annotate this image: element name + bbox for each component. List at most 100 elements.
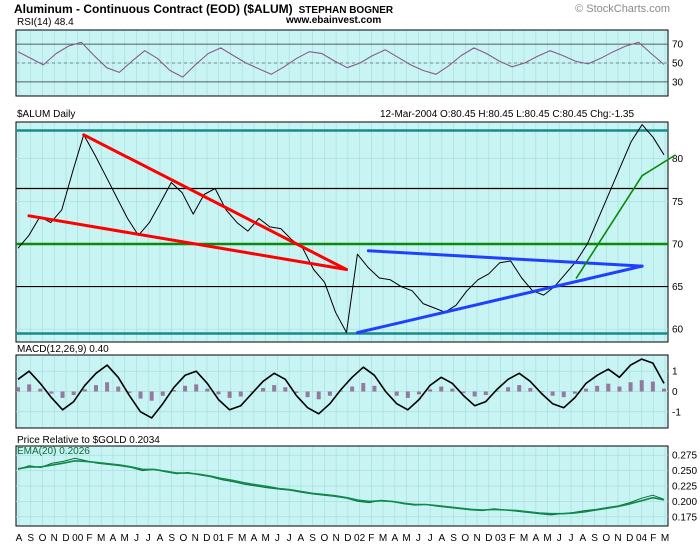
trendline-green: [575, 174, 643, 279]
macd-histogram-bar: [650, 381, 655, 392]
macd-histogram-bar: [149, 391, 154, 401]
x-axis-label: A: [392, 533, 399, 544]
price-panel-label: $ALUM Daily: [17, 109, 76, 120]
x-axis-label: F: [227, 533, 233, 544]
x-axis-label: D: [626, 533, 633, 544]
macd-histogram-bar: [472, 391, 477, 397]
macd-histogram-bar: [294, 391, 299, 393]
price-ytick: 80: [672, 154, 684, 165]
macd-histogram-bar: [49, 391, 54, 394]
macd-histogram-bar: [350, 386, 355, 392]
x-axis-label: A: [157, 533, 164, 544]
relative-ytick: 0.225: [672, 482, 697, 493]
macd-histogram-bar: [305, 391, 310, 398]
trendline-blue: [355, 264, 644, 335]
trendline-green: [641, 154, 676, 177]
macd-ytick: 0: [672, 387, 678, 398]
macd-histogram-bar: [439, 386, 444, 392]
x-axis-label: M: [543, 533, 551, 544]
macd-histogram-bar: [394, 391, 399, 396]
macd-histogram-bar: [405, 391, 410, 398]
x-axis-label: M: [261, 533, 269, 544]
x-axis-label: S: [591, 533, 598, 544]
x-axis-label: 00: [72, 533, 84, 544]
macd-histogram-bar: [183, 385, 188, 392]
x-axis-label: 03: [495, 533, 507, 544]
rsi-line: [17, 41, 665, 78]
relative-ytick: 0.250: [672, 466, 697, 477]
x-axis-label: 04: [636, 533, 648, 544]
macd-histogram-bar: [517, 385, 522, 392]
x-axis-label: A: [298, 533, 305, 544]
ohlc-readout: 12-Mar-2004 O:80.45 H:80.45 L:80.45 C:80…: [380, 109, 635, 120]
rsi-label: RSI(14) 48.4: [17, 17, 74, 28]
macd-histogram-bar: [38, 388, 43, 392]
x-axis-label: F: [650, 533, 656, 544]
rsi-ytick: 50: [672, 59, 684, 70]
x-axis-label: F: [368, 533, 374, 544]
x-axis-label: J: [416, 533, 421, 544]
x-axis-label: J: [134, 533, 139, 544]
macd-histogram-bar: [461, 391, 466, 393]
price-ytick: 65: [672, 282, 684, 293]
macd-histogram-bar: [372, 385, 377, 392]
x-axis-label: N: [192, 533, 199, 544]
x-axis-label: N: [333, 533, 340, 544]
x-axis-label: J: [287, 533, 292, 544]
x-axis-label: M: [520, 533, 528, 544]
ema-label: EMA(20) 0.2026: [17, 446, 90, 457]
macd-histogram-bar: [528, 387, 533, 392]
macd-histogram-bar: [416, 391, 421, 395]
macd-histogram-bar: [227, 391, 232, 398]
x-axis-label: 01: [213, 533, 225, 544]
trendline-red: [27, 214, 348, 272]
x-axis-label: A: [16, 533, 23, 544]
x-axis-label: A: [579, 533, 586, 544]
x-axis-label: N: [473, 533, 480, 544]
x-axis-label: A: [439, 533, 446, 544]
x-axis-label: A: [110, 533, 117, 544]
macd-histogram-bar: [249, 391, 254, 393]
rsi-ytick: 70: [672, 40, 684, 51]
macd-histogram-bar: [216, 391, 221, 395]
macd-histogram-bar: [238, 391, 243, 397]
macd-histogram-bar: [584, 388, 589, 392]
x-axis-label: 02: [354, 533, 366, 544]
x-axis-label: S: [27, 533, 34, 544]
macd-histogram-bar: [539, 391, 544, 393]
macd-histogram-bar: [138, 391, 143, 399]
chart-header: Aluminum - Continuous Contract (EOD) ($A…: [0, 0, 700, 30]
macd-histogram-bar: [662, 388, 666, 392]
x-axis-label: N: [51, 533, 58, 544]
x-axis-label: J: [275, 533, 280, 544]
price-panel-bg: [15, 121, 669, 343]
price-ytick: 60: [672, 325, 684, 336]
macd-histogram-bar: [116, 386, 121, 392]
macd-histogram-bar: [272, 385, 277, 392]
macd-ytick: -1: [672, 407, 681, 418]
x-axis-label: M: [379, 533, 387, 544]
macd-ytick: 1: [672, 367, 678, 378]
x-axis-label: S: [450, 533, 457, 544]
macd-histogram-bar: [205, 388, 210, 392]
x-axis-label: O: [602, 533, 610, 544]
macd-histogram-bar: [127, 391, 132, 393]
macd-histogram-bar: [194, 384, 199, 392]
macd-histogram-bar: [494, 390, 499, 392]
x-axis-label: D: [485, 533, 492, 544]
x-axis-label: J: [428, 533, 433, 544]
macd-histogram-bar: [316, 391, 321, 400]
price-ytick: 75: [672, 197, 684, 208]
macd-histogram-bar: [93, 385, 98, 392]
macd-histogram-bar: [450, 388, 455, 392]
macd-histogram-bar: [595, 385, 600, 392]
title-text: Aluminum - Continuous Contract (EOD) ($A…: [14, 2, 293, 16]
macd-histogram-bar: [82, 389, 87, 392]
macd-histogram-bar: [606, 383, 611, 392]
macd-histogram-bar: [561, 391, 566, 398]
price-line: [17, 124, 665, 334]
x-axis-label: D: [203, 533, 210, 544]
macd-histogram-bar: [71, 391, 76, 396]
x-axis-label: F: [86, 533, 92, 544]
